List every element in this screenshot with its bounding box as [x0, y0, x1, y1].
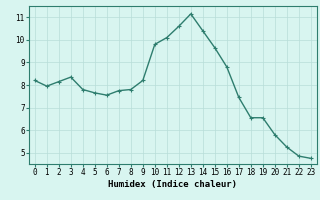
X-axis label: Humidex (Indice chaleur): Humidex (Indice chaleur): [108, 180, 237, 189]
